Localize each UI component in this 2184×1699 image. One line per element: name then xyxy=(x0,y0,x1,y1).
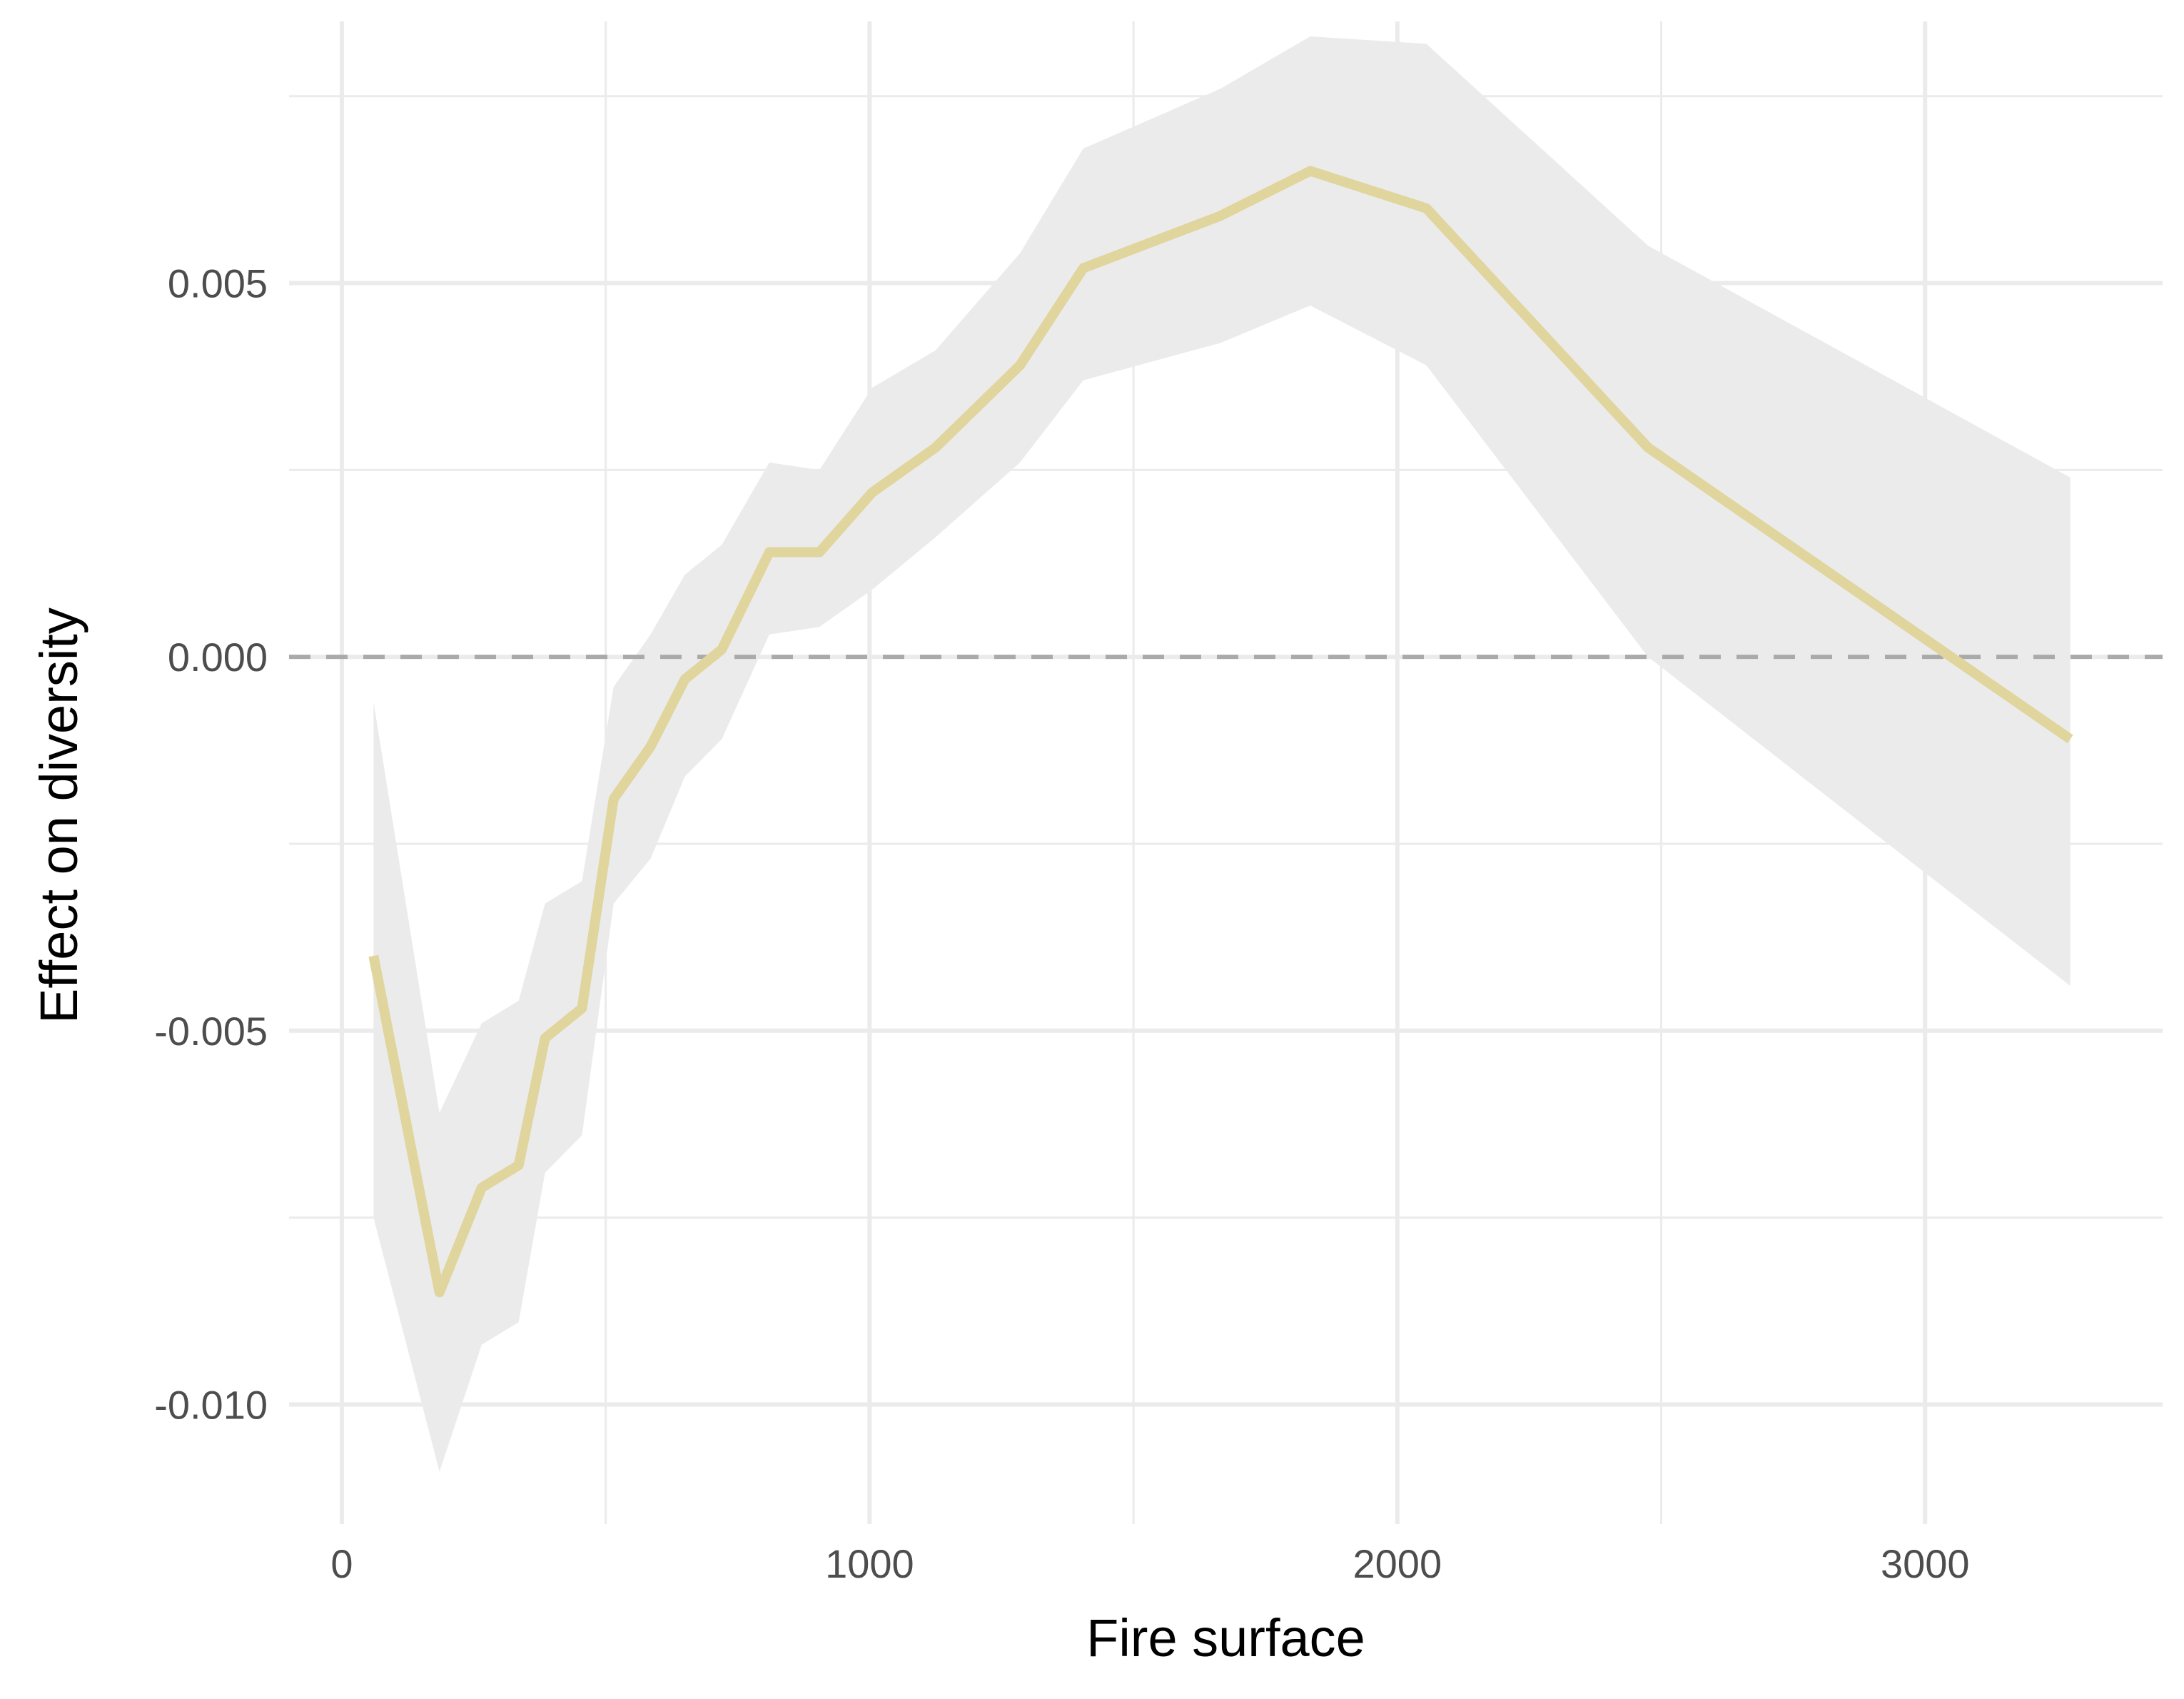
data-point xyxy=(819,552,820,553)
data-point xyxy=(613,798,615,800)
y-tick-label: -0.005 xyxy=(154,1009,268,1054)
data-point xyxy=(1647,447,1649,448)
data-point xyxy=(650,746,652,747)
x-tick-label: 2000 xyxy=(1353,1541,1442,1586)
x-tick-label: 0 xyxy=(330,1541,353,1586)
data-point xyxy=(439,1291,440,1293)
data-point xyxy=(2070,738,2071,740)
y-tick-label: -0.010 xyxy=(154,1382,268,1427)
data-point xyxy=(935,447,936,448)
x-axis-tick-labels: 0 1000 2000 3000 xyxy=(330,1541,1969,1586)
y-tick-label: 0.000 xyxy=(168,635,268,680)
data-point xyxy=(518,1164,520,1166)
data-point xyxy=(373,955,374,957)
data-point xyxy=(481,1187,482,1189)
confidence-ribbon-layer xyxy=(373,36,2071,1472)
confidence-ribbon xyxy=(373,36,2071,1472)
series-line-layer xyxy=(368,166,2073,1298)
x-tick-label: 3000 xyxy=(1881,1541,1970,1586)
data-point xyxy=(871,492,873,493)
x-axis-title: Fire surface xyxy=(1086,1608,1365,1668)
y-axis-tick-labels: -0.010 -0.005 0.000 0.005 xyxy=(154,261,268,1428)
data-point xyxy=(684,679,686,680)
x-tick-label: 1000 xyxy=(825,1541,914,1586)
y-axis-title: Effect on diversity xyxy=(29,607,89,1024)
y-tick-label: 0.005 xyxy=(168,261,268,306)
